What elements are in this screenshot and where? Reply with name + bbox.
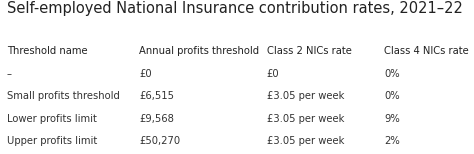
Text: Class 4 NICs rate: Class 4 NICs rate [384,46,469,56]
Text: 2%: 2% [384,136,400,146]
Text: £3.05 per week: £3.05 per week [267,136,344,146]
Text: Small profits threshold: Small profits threshold [7,91,119,101]
Text: £0: £0 [267,69,279,79]
Text: £0: £0 [139,69,152,79]
Text: £3.05 per week: £3.05 per week [267,91,344,101]
Text: £3.05 per week: £3.05 per week [267,114,344,124]
Text: £6,515: £6,515 [139,91,174,101]
Text: Upper profits limit: Upper profits limit [7,136,97,146]
Text: Self-employed National Insurance contribution rates, 2021–22: Self-employed National Insurance contrib… [7,1,463,16]
Text: £50,270: £50,270 [139,136,180,146]
Text: 9%: 9% [384,114,400,124]
Text: Class 2 NICs rate: Class 2 NICs rate [267,46,352,56]
Text: 0%: 0% [384,91,400,101]
Text: Lower profits limit: Lower profits limit [7,114,97,124]
Text: Annual profits threshold: Annual profits threshold [139,46,259,56]
Text: 0%: 0% [384,69,400,79]
Text: Threshold name: Threshold name [7,46,87,56]
Text: £9,568: £9,568 [139,114,174,124]
Text: –: – [7,69,12,79]
